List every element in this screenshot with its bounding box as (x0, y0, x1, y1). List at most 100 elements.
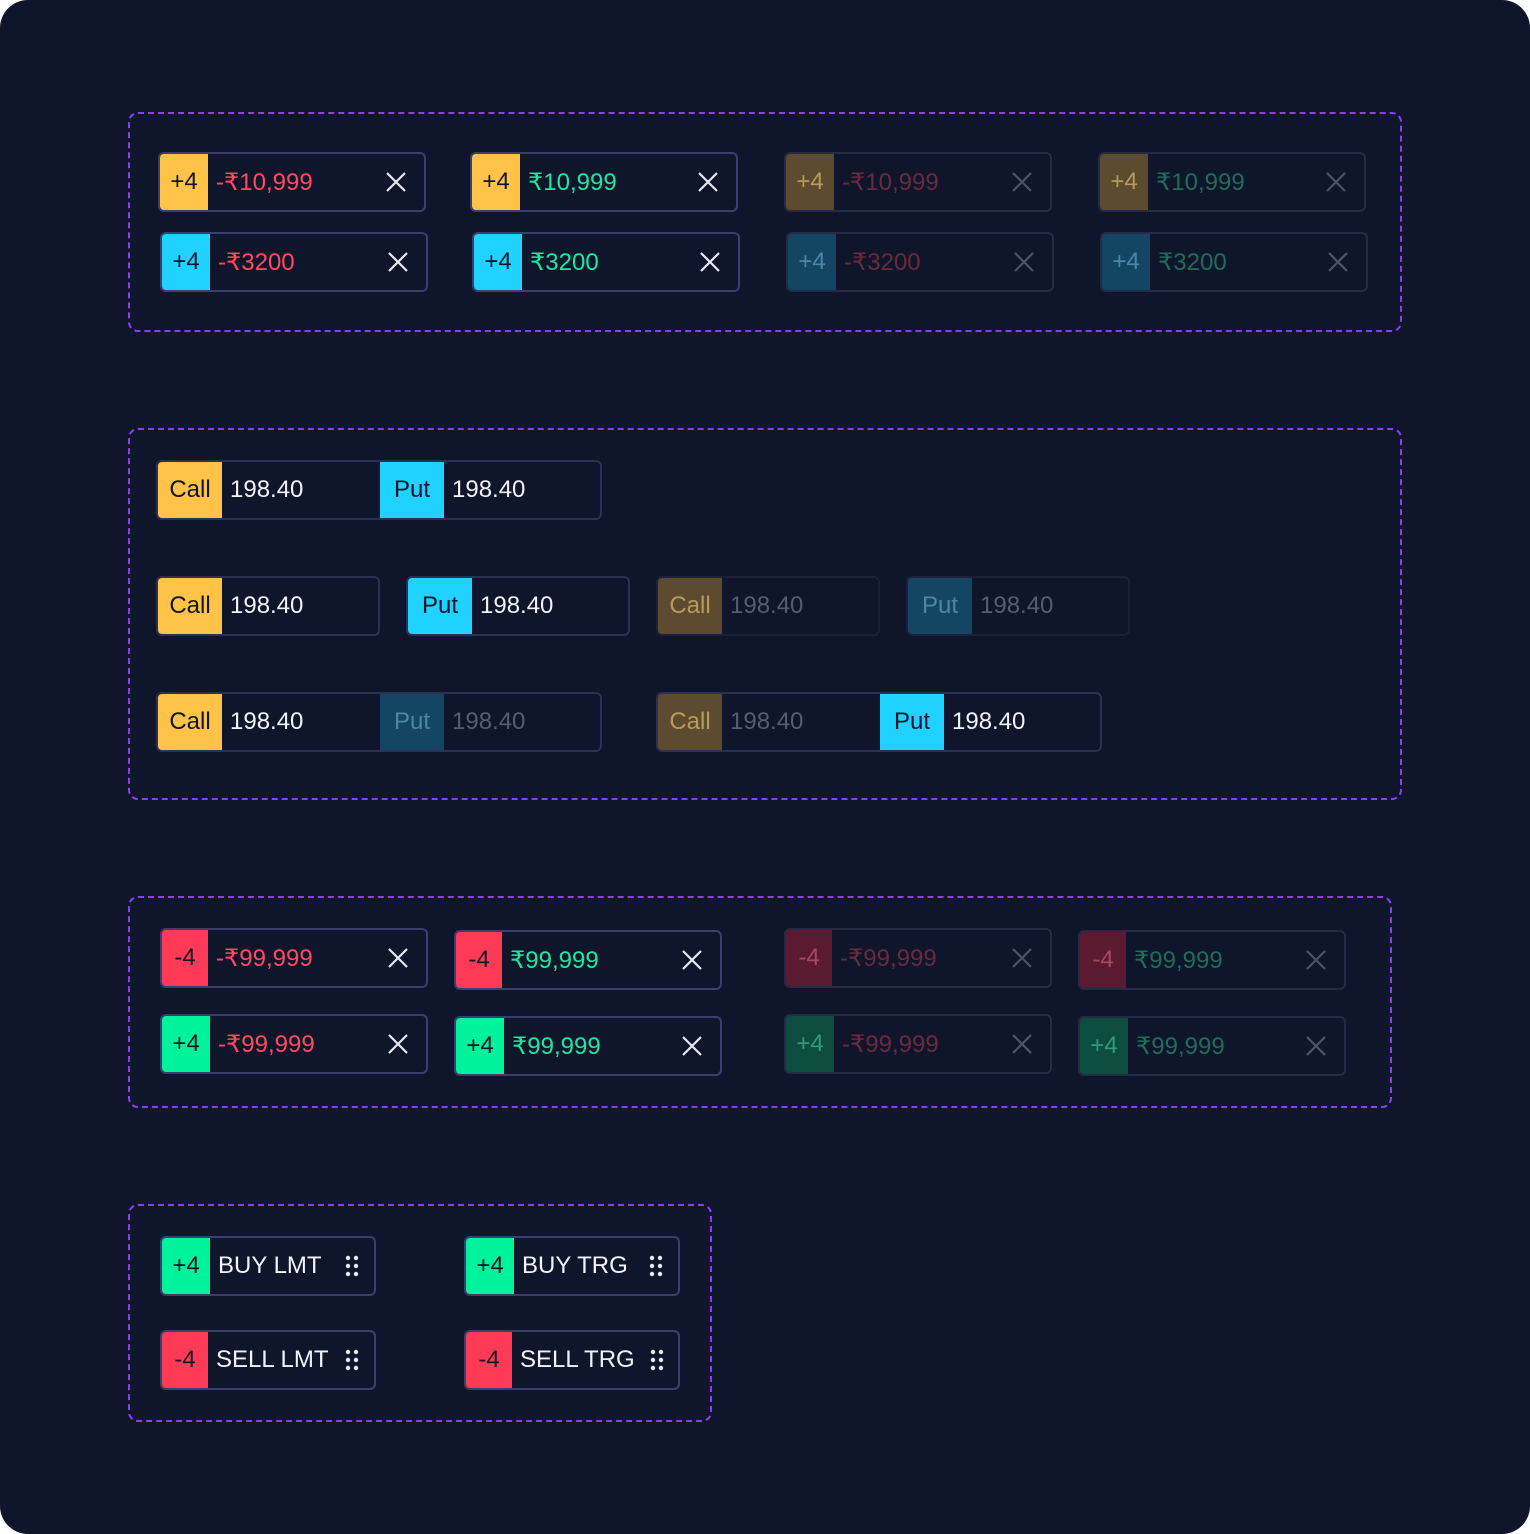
pnl-value: -₹10,999 (842, 168, 939, 196)
pnl-chip[interactable]: -4 ₹99,999 (454, 930, 722, 990)
quantity-badge: +4 (786, 1016, 834, 1072)
close-icon (1288, 1018, 1344, 1074)
quantity-badge: +4 (788, 234, 836, 290)
pnl-chip-disabled: +4 ₹99,999 (1078, 1016, 1346, 1076)
pnl-chip[interactable]: +4 -₹99,999 (160, 1014, 428, 1074)
call-badge: Call (158, 578, 222, 634)
quantity-badge: -4 (456, 932, 502, 988)
call-segment[interactable]: Call 198.40 (158, 694, 380, 750)
put-price: 198.40 (980, 592, 1054, 619)
call-chip[interactable]: Call 198.40 (156, 576, 380, 636)
quantity-badge: +4 (1100, 154, 1148, 210)
pnl-value: -₹99,999 (840, 944, 937, 972)
order-chip[interactable]: -4 SELL TRG (464, 1330, 680, 1390)
close-icon (1288, 932, 1344, 988)
option-chip-section (128, 428, 1402, 800)
call-price: 198.40 (230, 476, 304, 503)
pnl-value: -₹99,999 (216, 944, 313, 972)
close-icon[interactable] (370, 1016, 426, 1072)
close-icon[interactable] (680, 154, 736, 210)
call-price: 198.40 (730, 708, 804, 735)
close-icon[interactable] (368, 154, 424, 210)
pnl-chip-section (128, 112, 1402, 332)
call-put-chip[interactable]: Call 198.40 Put 198.40 (656, 692, 1102, 752)
put-segment-disabled: Put 198.40 (380, 694, 525, 750)
close-icon (1308, 154, 1364, 210)
quantity-badge: +4 (1102, 234, 1150, 290)
quantity-chip-section (128, 896, 1392, 1108)
call-put-chip[interactable]: Call 198.40 Put 198.40 (156, 692, 602, 752)
quantity-badge: +4 (786, 154, 834, 210)
pnl-value: ₹99,999 (512, 1032, 601, 1060)
put-segment[interactable]: Put 198.40 (880, 694, 1025, 750)
pnl-chip[interactable]: +4 ₹10,999 (470, 152, 738, 212)
put-chip[interactable]: Put 198.40 (406, 576, 630, 636)
put-badge: Put (908, 578, 972, 634)
order-chip[interactable]: +4 BUY LMT (160, 1236, 376, 1296)
pnl-chip[interactable]: +4 ₹3200 (472, 232, 740, 292)
drag-handle-icon[interactable] (635, 1332, 678, 1388)
put-price: 198.40 (452, 708, 526, 735)
quantity-badge: +4 (1080, 1018, 1128, 1074)
pnl-chip-disabled: +4 ₹3200 (1100, 232, 1368, 292)
quantity-badge: +4 (162, 234, 210, 290)
pnl-value: -₹99,999 (218, 1030, 315, 1058)
pnl-value: -₹10,999 (216, 168, 313, 196)
close-icon (994, 154, 1050, 210)
close-icon (994, 1016, 1050, 1072)
pnl-chip[interactable]: +4 ₹99,999 (454, 1016, 722, 1076)
order-type-label: SELL TRG (520, 1346, 635, 1373)
close-icon[interactable] (370, 930, 426, 986)
quantity-badge: -4 (1080, 932, 1126, 988)
pnl-value: -₹3200 (844, 248, 921, 276)
pnl-chip[interactable]: +4 -₹3200 (160, 232, 428, 292)
call-segment[interactable]: Call 198.40 (158, 462, 380, 518)
quantity-badge: -4 (162, 1332, 208, 1388)
quantity-badge: +4 (162, 1238, 210, 1294)
close-icon[interactable] (370, 234, 426, 290)
close-icon[interactable] (664, 1018, 720, 1074)
pnl-value: ₹3200 (1158, 248, 1227, 276)
call-price: 198.40 (230, 592, 304, 619)
close-icon[interactable] (682, 234, 738, 290)
pnl-value: ₹99,999 (510, 946, 599, 974)
pnl-value: ₹10,999 (1156, 168, 1245, 196)
pnl-chip-disabled: +4 -₹99,999 (784, 1014, 1052, 1074)
pnl-chip-disabled: -4 -₹99,999 (784, 928, 1052, 988)
call-badge: Call (158, 462, 222, 518)
call-price: 198.40 (730, 592, 804, 619)
order-type-label: BUY TRG (522, 1252, 628, 1279)
close-icon (1310, 234, 1366, 290)
order-chip[interactable]: +4 BUY TRG (464, 1236, 680, 1296)
pnl-value: -₹3200 (218, 248, 295, 276)
order-chip[interactable]: -4 SELL LMT (160, 1330, 376, 1390)
put-price: 198.40 (452, 476, 526, 503)
quantity-badge: -4 (786, 930, 832, 986)
order-type-label: BUY LMT (218, 1252, 322, 1279)
put-badge: Put (380, 694, 444, 750)
call-put-chip[interactable]: Call 198.40 Put 198.40 (156, 460, 602, 520)
pnl-chip[interactable]: -4 -₹99,999 (160, 928, 428, 988)
close-icon (996, 234, 1052, 290)
drag-handle-icon[interactable] (634, 1238, 678, 1294)
close-icon[interactable] (664, 932, 720, 988)
call-chip-disabled: Call 198.40 (656, 576, 880, 636)
pnl-chip-disabled: -4 ₹99,999 (1078, 930, 1346, 990)
order-chip-section (128, 1204, 712, 1422)
call-segment-disabled: Call 198.40 (658, 694, 880, 750)
order-type-label: SELL LMT (216, 1346, 329, 1373)
drag-handle-icon[interactable] (330, 1332, 374, 1388)
pnl-value: -₹99,999 (842, 1030, 939, 1058)
pnl-value: ₹10,999 (528, 168, 617, 196)
quantity-badge: -4 (466, 1332, 512, 1388)
pnl-chip[interactable]: +4 -₹10,999 (158, 152, 426, 212)
put-chip-disabled: Put 198.40 (906, 576, 1130, 636)
put-price: 198.40 (480, 592, 554, 619)
pnl-value: ₹99,999 (1134, 946, 1223, 974)
put-segment[interactable]: Put 198.40 (380, 462, 525, 518)
put-price: 198.40 (952, 708, 1026, 735)
pnl-chip-disabled: +4 -₹10,999 (784, 152, 1052, 212)
drag-handle-icon[interactable] (330, 1238, 374, 1294)
quantity-badge: +4 (474, 234, 522, 290)
